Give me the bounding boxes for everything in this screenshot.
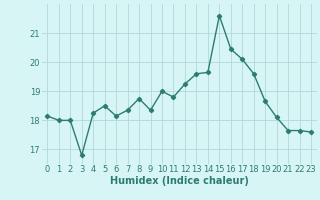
X-axis label: Humidex (Indice chaleur): Humidex (Indice chaleur): [110, 176, 249, 186]
